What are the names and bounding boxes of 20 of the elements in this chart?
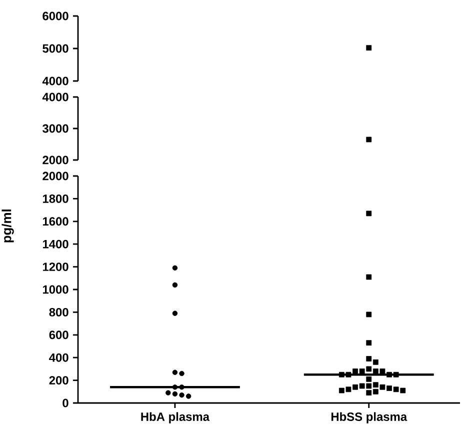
y-tick-label: 200	[49, 376, 68, 385]
y-tick-label: 600	[49, 330, 68, 340]
y-tick-label: 2000	[42, 156, 68, 164]
y-axis-title: pg/ml	[2, 210, 14, 242]
y-tick-label: 6000	[42, 12, 68, 20]
y-tick-label: 1400	[42, 240, 68, 248]
y-tick-label: 1800	[42, 194, 68, 203]
y-tick-label: 1000	[42, 285, 68, 294]
x-tick-label: HbSS plasma	[331, 412, 408, 424]
y-tick-label: 2000	[42, 172, 68, 180]
y-tick-label: 800	[49, 308, 68, 316]
y-tick-label: 1200	[42, 262, 68, 272]
y-tick-label: 3000	[42, 124, 68, 133]
y-tick-label: 4000	[42, 92, 68, 102]
y-tick-label: 1600	[42, 217, 68, 226]
y-tick-label: 4000	[42, 76, 68, 86]
y-tick-label: 5000	[42, 44, 68, 53]
x-tick-label: HbA plasma	[141, 412, 210, 424]
y-tick-label: 0	[62, 398, 68, 408]
y-tick-label: 400	[49, 353, 68, 362]
